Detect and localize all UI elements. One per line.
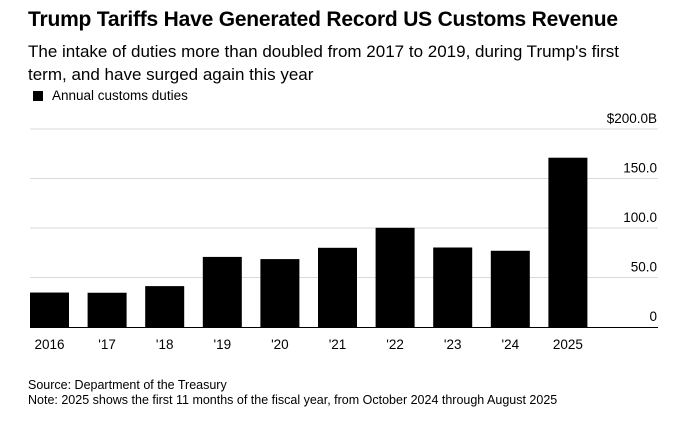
bar (375, 227, 415, 327)
x-tick-label: 2016 (34, 337, 64, 352)
bar (202, 256, 242, 327)
legend-swatch (33, 90, 43, 101)
chart-subtitle: The intake of duties more than doubled f… (28, 42, 620, 84)
bar (30, 292, 69, 327)
bar (87, 292, 127, 327)
bar (260, 259, 300, 327)
legend-label: Annual customs duties (52, 88, 188, 103)
x-tick-label: '24 (502, 337, 520, 352)
bar (490, 250, 530, 327)
footnote: Note: 2025 shows the first 11 months of … (28, 393, 558, 407)
chart-notes: Source: Department of the Treasury Note:… (28, 378, 557, 408)
y-tick-label: 0 (649, 309, 657, 324)
x-tick-label: '20 (271, 337, 289, 352)
y-tick-label: 150.0 (623, 161, 657, 176)
bar (548, 157, 588, 327)
x-tick-label: '23 (444, 337, 462, 352)
y-tick-label: $200.0B (607, 111, 657, 126)
bar (433, 247, 473, 327)
x-tick-label: '19 (214, 337, 232, 352)
x-tick-label: '18 (156, 337, 174, 352)
legend: Annual customs duties (33, 88, 188, 103)
bar (318, 247, 357, 327)
source-note: Source: Department of the Treasury (28, 378, 227, 392)
x-tick-label: '17 (98, 337, 116, 352)
x-tick-label: '22 (386, 337, 404, 352)
y-tick-label: 100.0 (623, 210, 657, 225)
chart-title: Trump Tariffs Have Generated Record US C… (28, 8, 618, 31)
x-tick-label: '21 (329, 337, 347, 352)
bar (145, 286, 185, 327)
y-tick-label: 50.0 (631, 260, 657, 275)
x-tick-label: 2025 (553, 337, 583, 352)
